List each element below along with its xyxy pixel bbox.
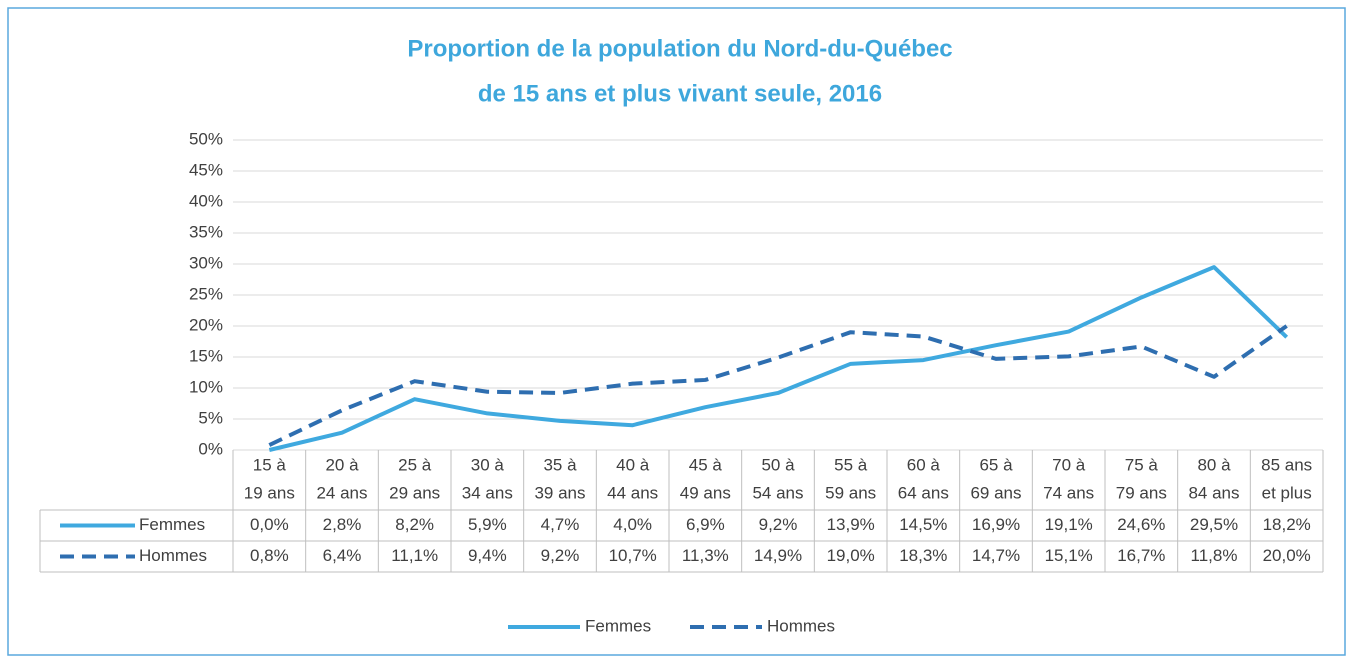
x-tick-label: 64 ans: [898, 483, 949, 502]
x-tick-label: et plus: [1262, 483, 1312, 502]
x-tick-label: 65 à: [979, 455, 1013, 474]
x-tick-label: 85 ans: [1261, 455, 1312, 474]
x-tick-label: 79 ans: [1116, 483, 1167, 502]
x-tick-label: 59 ans: [825, 483, 876, 502]
y-tick-label: 50%: [189, 129, 223, 148]
x-tick-label: 30 à: [471, 455, 505, 474]
y-tick-label: 5%: [198, 408, 223, 427]
table-value: 8,2%: [395, 515, 434, 534]
x-tick-label: 75 à: [1125, 455, 1159, 474]
table-value: 0,0%: [250, 515, 289, 534]
x-tick-label: 54 ans: [752, 483, 803, 502]
y-tick-label: 45%: [189, 160, 223, 179]
chart-frame: [7, 7, 1346, 656]
table-value: 4,0%: [613, 515, 652, 534]
legend-label: Hommes: [767, 616, 835, 635]
x-tick-label: 39 ans: [534, 483, 585, 502]
x-tick-label: 35 à: [543, 455, 577, 474]
x-tick-label: 84 ans: [1188, 483, 1239, 502]
table-series-name: Hommes: [139, 546, 207, 565]
table-value: 13,9%: [827, 515, 875, 534]
table-value: 14,7%: [972, 546, 1020, 565]
table-value: 9,4%: [468, 546, 507, 565]
x-tick-label: 25 à: [398, 455, 432, 474]
x-tick-label: 69 ans: [970, 483, 1021, 502]
table-series-name: Femmes: [139, 515, 205, 534]
x-tick-label: 80 à: [1197, 455, 1231, 474]
table-value: 18,2%: [1263, 515, 1311, 534]
table-value: 11,1%: [391, 546, 438, 565]
x-tick-label: 34 ans: [462, 483, 513, 502]
table-value: 9,2%: [759, 515, 798, 534]
table-value: 16,7%: [1117, 546, 1165, 565]
y-tick-label: 40%: [189, 191, 223, 210]
x-tick-label: 24 ans: [316, 483, 367, 502]
table-value: 6,9%: [686, 515, 725, 534]
x-tick-label: 60 à: [907, 455, 941, 474]
table-value: 19,0%: [827, 546, 875, 565]
table-value: 6,4%: [323, 546, 362, 565]
x-tick-label: 15 à: [253, 455, 287, 474]
table-value: 20,0%: [1263, 546, 1311, 565]
table-value: 16,9%: [972, 515, 1020, 534]
table-value: 2,8%: [323, 515, 362, 534]
x-tick-label: 49 ans: [680, 483, 731, 502]
x-tick-label: 44 ans: [607, 483, 658, 502]
table-value: 11,8%: [1191, 546, 1238, 565]
x-tick-label: 55 à: [834, 455, 868, 474]
x-tick-label: 19 ans: [244, 483, 295, 502]
legend-label: Femmes: [585, 616, 651, 635]
x-tick-label: 50 à: [761, 455, 795, 474]
table-value: 19,1%: [1045, 515, 1093, 534]
table-value: 14,9%: [754, 546, 802, 565]
x-tick-label: 70 à: [1052, 455, 1086, 474]
y-tick-label: 35%: [189, 222, 223, 241]
table-value: 5,9%: [468, 515, 507, 534]
table-value: 29,5%: [1190, 515, 1238, 534]
y-tick-label: 15%: [189, 346, 223, 365]
y-tick-label: 10%: [189, 377, 223, 396]
table-value: 9,2%: [541, 546, 580, 565]
y-tick-label: 20%: [189, 315, 223, 334]
x-tick-label: 74 ans: [1043, 483, 1094, 502]
table-value: 14,5%: [899, 515, 947, 534]
x-tick-label: 45 à: [689, 455, 723, 474]
chart-title: Proportion de la population du Nord-du-Q…: [407, 35, 952, 62]
table-value: 4,7%: [541, 515, 580, 534]
table-value: 24,6%: [1117, 515, 1165, 534]
series-line: [268, 265, 1289, 452]
y-tick-label: 0%: [198, 439, 223, 458]
y-tick-label: 25%: [189, 284, 223, 303]
y-tick-label: 30%: [189, 253, 223, 272]
x-tick-label: 40 à: [616, 455, 650, 474]
chart-title: de 15 ans et plus vivant seule, 2016: [478, 80, 882, 107]
x-tick-label: 29 ans: [389, 483, 440, 502]
series-line: [268, 324, 1288, 447]
table-value: 10,7%: [609, 546, 657, 565]
x-tick-label: 20 à: [325, 455, 359, 474]
table-value: 15,1%: [1045, 546, 1093, 565]
table-value: 18,3%: [899, 546, 947, 565]
table-value: 11,3%: [682, 546, 729, 565]
table-value: 0,8%: [250, 546, 289, 565]
